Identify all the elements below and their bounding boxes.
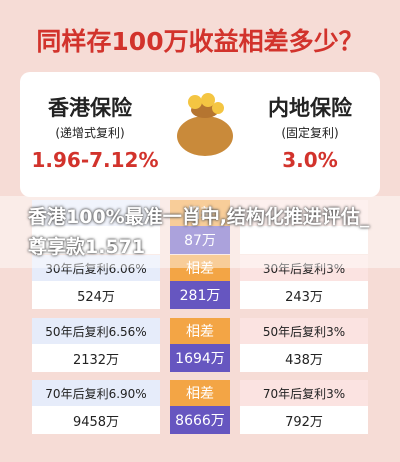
right-value xyxy=(240,226,368,254)
left-value xyxy=(32,226,160,254)
overlay-text: 香港100%最准一肖中,结构化推进评估_尊享款1.571 xyxy=(0,196,400,268)
left-label: 30年后复利6.06% xyxy=(32,255,160,281)
left-name: 香港保险 xyxy=(48,96,132,120)
right-value: 792万 xyxy=(240,406,368,434)
right-name: 内地保险 xyxy=(268,96,352,120)
left-label xyxy=(32,200,160,226)
right-rate: 3.0% xyxy=(282,148,338,172)
mid-label: 相差 xyxy=(170,200,230,226)
right-label: 30年后复利3% xyxy=(240,255,368,281)
left-value: 9458万 xyxy=(32,406,160,434)
right-value: 438万 xyxy=(240,344,368,372)
left-label: 70年后复利6.90% xyxy=(32,380,160,406)
right-label xyxy=(240,200,368,226)
left-label: 50年后复利6.56% xyxy=(32,318,160,344)
mid-value: 281万 xyxy=(170,281,230,309)
mid-value: 8666万 xyxy=(170,406,230,434)
mid-label: 相差 xyxy=(170,380,230,406)
left-rate: 1.96-7.12% xyxy=(31,148,159,172)
mid-label: 相差 xyxy=(170,318,230,344)
right-label: 50年后复利3% xyxy=(240,318,368,344)
left-value: 524万 xyxy=(32,281,160,309)
mid-value: 87万 xyxy=(170,226,230,254)
mid-value: 1694万 xyxy=(170,344,230,372)
right-label: 70年后复利3% xyxy=(240,380,368,406)
right-value: 243万 xyxy=(240,281,368,309)
title: 同样存100万收益相差多少？ xyxy=(36,27,364,56)
left-note: (递增式复利) xyxy=(55,126,125,140)
money-bag-icon xyxy=(177,93,233,156)
mid-label: 相差 xyxy=(170,255,230,281)
right-note: (固定复利) xyxy=(281,126,339,140)
left-value: 2132万 xyxy=(32,344,160,372)
